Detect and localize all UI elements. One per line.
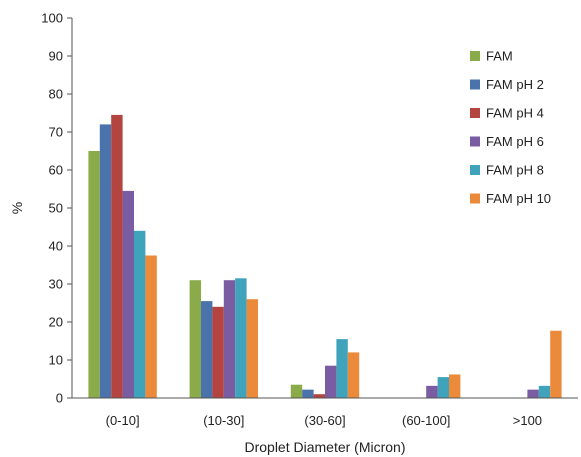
x-axis-title: Droplet Diameter (Micron) [244,439,405,455]
bar [111,114,123,399]
y-tick-label: 60 [49,163,63,178]
bar [449,374,461,398]
bar [538,385,551,398]
bar [235,278,247,398]
bar [426,385,438,398]
bars [88,114,562,399]
bar [527,389,539,398]
bar [347,352,360,398]
y-tick-label: 100 [41,11,63,26]
y-tick-label: 20 [49,315,63,330]
legend-label: FAM [486,49,513,64]
y-tick-label: 10 [49,353,63,368]
bar [336,339,348,398]
bar [325,365,337,398]
bar [189,280,201,398]
x-tick-label: (10-30] [203,413,244,428]
y-tick-label: 0 [56,391,63,406]
bar [246,299,258,398]
legend-swatch [470,136,480,147]
bar [88,151,100,398]
legend-label: FAM pH 2 [486,77,544,92]
legend-swatch [470,165,480,175]
y-tick-label: 80 [49,87,63,102]
bar [122,190,134,398]
legend-swatch [470,51,480,61]
bar [99,124,112,399]
legend-swatch [470,108,480,118]
legend-swatch [470,79,480,90]
y-tick-label: 30 [49,277,63,292]
legend-label: FAM pH 6 [486,134,544,149]
y-axis-ticks: 0 10 20 30 40 50 60 70 80 90 100 [41,11,72,406]
x-axis-ticks: (0-10] (10-30] (30-60] (60-100] >100 [106,413,542,428]
legend-label: FAM pH 8 [486,163,544,178]
y-tick-label: 90 [49,49,63,64]
y-axis-title: % [9,202,25,214]
legend: FAM FAM pH 2 FAM pH 4 FAM pH 6 FAM pH 8 FAM p… [470,49,551,206]
legend-label: FAM pH 10 [486,191,551,206]
legend-label: FAM pH 4 [486,106,544,121]
y-tick-label: 50 [49,201,63,216]
bar [134,230,146,398]
legend-swatch [470,193,480,204]
y-tick-label: 70 [49,125,63,140]
x-tick-label: (30-60] [304,413,345,428]
x-tick-label: >100 [513,413,542,428]
bar [223,280,236,398]
bar [201,301,213,398]
bar [437,377,449,398]
bar [302,389,314,398]
bar [290,384,303,398]
x-tick-label: (0-10] [106,413,140,428]
x-tick-label: (60-100] [402,413,450,428]
bar [212,306,224,398]
bar [145,255,157,398]
bar [313,394,325,398]
bar [550,330,562,398]
y-tick-label: 40 [49,239,63,254]
